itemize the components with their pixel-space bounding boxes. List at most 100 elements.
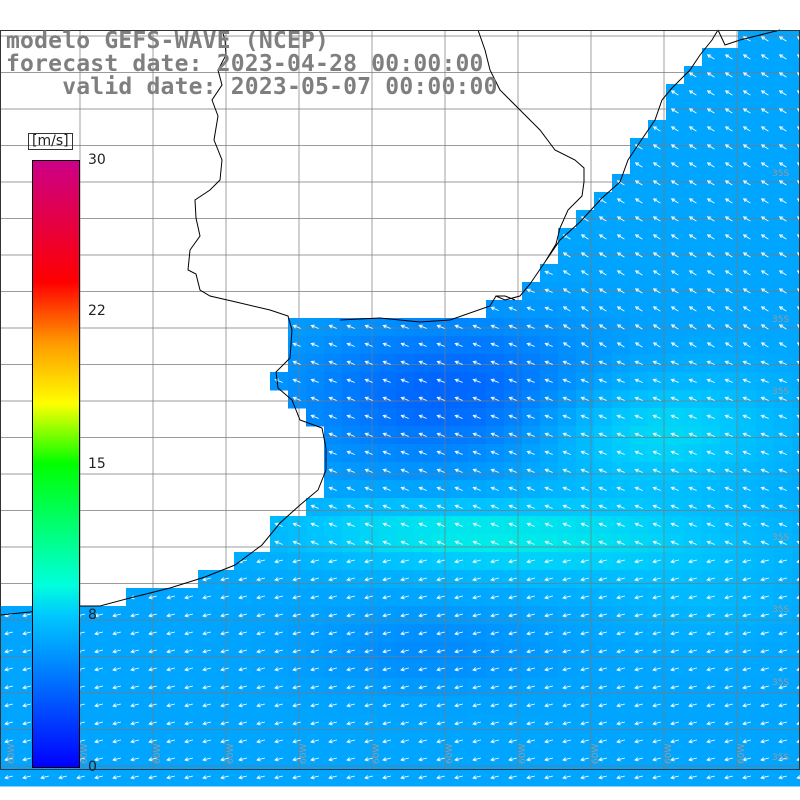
wind-arrow (562, 667, 572, 672)
wind-arrow (508, 360, 517, 365)
wind-arrow (652, 721, 662, 726)
wind-arrow (508, 522, 517, 527)
wind-arrow (346, 775, 356, 780)
wind-arrow (382, 685, 392, 690)
wind-arrow (454, 504, 463, 509)
wind-arrow (364, 559, 374, 564)
wind-arrow (490, 721, 500, 726)
latitude-label: 35S (772, 678, 789, 688)
wind-arrow (616, 504, 625, 509)
wind-arrow (418, 540, 427, 545)
wind-arrow (760, 108, 769, 114)
wind-arrow (580, 504, 589, 509)
wind-arrow (400, 577, 410, 582)
wind-cell (792, 102, 800, 121)
wind-arrow (346, 595, 356, 600)
wind-arrow (292, 342, 301, 347)
wind-arrow (310, 595, 320, 600)
wind-arrow (580, 342, 589, 348)
wind-arrow (760, 360, 769, 365)
wind-arrow (544, 667, 554, 672)
wind-arrow (760, 739, 770, 744)
wind-arrow (94, 703, 104, 708)
wind-arrow (688, 306, 697, 312)
wind-arrow (364, 468, 373, 473)
wind-arrow (778, 685, 788, 690)
wind-arrow (346, 486, 355, 491)
wind-arrow (238, 703, 248, 708)
wind-arrow (742, 360, 751, 365)
wind-arrow (166, 595, 176, 600)
wind-arrow (292, 540, 301, 545)
wind-arrow (616, 667, 626, 672)
wind-arrow (760, 757, 770, 762)
wind-arrow (778, 198, 787, 204)
wind-arrow (598, 468, 607, 473)
wind-arrow (490, 667, 500, 672)
wind-arrow (94, 721, 104, 726)
wind-arrow (634, 306, 643, 312)
wind-arrow (526, 504, 535, 509)
wind-arrow (562, 396, 571, 401)
wind-cell (792, 444, 800, 463)
wind-arrow (256, 577, 266, 582)
wind-arrow (328, 432, 337, 437)
wind-arrow (346, 450, 355, 455)
wind-arrow (760, 540, 769, 545)
wind-arrow (112, 721, 122, 726)
wind-arrow (526, 324, 535, 329)
wind-arrow (742, 522, 751, 527)
wind-arrow (40, 775, 50, 780)
wind-arrow (580, 450, 589, 455)
wind-arrow (598, 649, 608, 654)
wind-arrow (220, 649, 230, 654)
wind-arrow (310, 649, 320, 654)
wind-arrow (274, 649, 284, 654)
wind-arrow (670, 108, 679, 114)
wind-arrow (508, 775, 518, 780)
wind-arrow (580, 432, 589, 437)
wind-arrow (508, 540, 517, 545)
wind-arrow (328, 504, 337, 509)
latitude-label: 35S (772, 169, 789, 179)
wind-arrow (400, 378, 409, 383)
wind-arrow (22, 757, 32, 762)
wind-arrow (562, 775, 572, 780)
wind-arrow (292, 522, 301, 527)
wind-arrow (598, 342, 607, 348)
longitude-label: 60W (226, 744, 236, 764)
wind-arrow (382, 360, 391, 365)
wind-arrow (724, 288, 733, 294)
wind-arrow (526, 577, 536, 582)
colorbar-tick: 8 (88, 607, 97, 623)
wind-arrow (202, 649, 212, 654)
wind-arrow (238, 739, 248, 744)
wind-arrow (670, 775, 680, 780)
wind-arrow (616, 631, 626, 636)
wind-arrow (436, 468, 445, 473)
wind-arrow (508, 378, 517, 383)
wind-arrow (310, 721, 320, 726)
wind-arrow (688, 324, 697, 330)
wind-arrow (4, 739, 14, 744)
wind-arrow (436, 649, 446, 654)
wind-arrow (130, 613, 140, 618)
wind-arrow (490, 306, 499, 311)
wind-arrow (580, 739, 590, 744)
wind-arrow (652, 378, 661, 383)
wind-arrow (760, 342, 769, 348)
wind-arrow (724, 54, 733, 60)
wind-arrow (598, 667, 608, 672)
wind-arrow (148, 649, 158, 654)
wind-arrow (580, 595, 590, 600)
wind-arrow (418, 504, 427, 509)
wind-arrow (220, 667, 230, 672)
wind-arrow (508, 486, 517, 491)
wind-arrow (724, 162, 733, 168)
wind-cell (792, 480, 800, 499)
wind-arrow (616, 649, 626, 654)
wind-cell (792, 588, 800, 607)
wind-arrow (778, 631, 788, 636)
wind-arrow (562, 360, 571, 365)
wind-arrow (238, 613, 248, 618)
